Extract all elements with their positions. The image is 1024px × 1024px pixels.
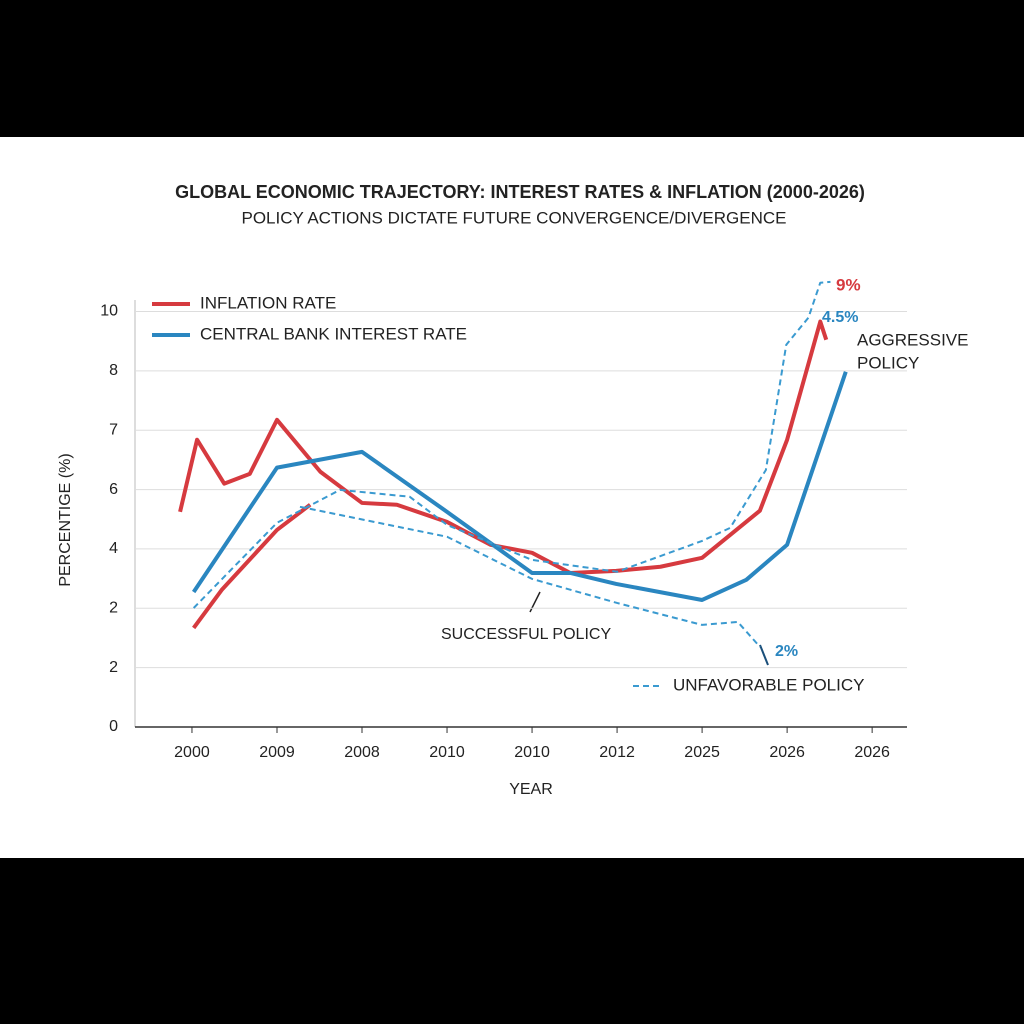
x-tick-label: 2012 — [599, 744, 635, 761]
annotation: AGGRESSIVE — [857, 330, 968, 349]
y-tick-label: 8 — [109, 362, 118, 379]
y-tick-label: 10 — [100, 303, 118, 320]
x-tick-label: 2026 — [769, 744, 805, 761]
x-tick-label: 2025 — [684, 744, 720, 761]
x-tick-label: 2008 — [344, 744, 380, 761]
annotation: 4.5% — [822, 309, 858, 326]
annotation-arrow — [759, 644, 769, 666]
x-tick-label: 2010 — [514, 744, 550, 761]
y-tick-label: 2 — [109, 659, 118, 676]
annotation: 2% — [775, 643, 798, 660]
x-axis-label: YEAR — [509, 781, 553, 798]
chart-background — [0, 137, 1024, 858]
y-tick-label: 0 — [109, 718, 118, 735]
y-tick-label: 4 — [109, 540, 118, 557]
series-line — [192, 280, 831, 609]
y-tick-label: 7 — [109, 421, 118, 438]
x-tick-label: 2010 — [429, 744, 465, 761]
chart-title: GLOBAL ECONOMIC TRAJECTORY: INTEREST RAT… — [175, 182, 865, 202]
x-tick-label: 2009 — [259, 744, 295, 761]
annotation: 9% — [836, 275, 861, 294]
chart-subtitle: POLICY ACTIONS DICTATE FUTURE CONVERGENC… — [241, 208, 786, 227]
series-line — [192, 371, 848, 602]
legend-label: UNFAVORABLE POLICY — [673, 675, 864, 694]
x-tick-label: 2026 — [854, 744, 890, 761]
legend-label: INFLATION RATE — [200, 293, 336, 312]
series-line — [299, 505, 761, 648]
y-axis-label: PERCENTIGE (%) — [57, 453, 74, 586]
legend-label: CENTRAL BANK INTEREST RATE — [200, 324, 467, 343]
x-tick-label: 2000 — [174, 744, 210, 761]
annotation: POLICY — [857, 353, 919, 372]
y-tick-label: 2 — [109, 600, 118, 617]
y-tick-label: 6 — [109, 481, 118, 498]
annotation: SUCCESSFUL POLICY — [441, 626, 611, 643]
